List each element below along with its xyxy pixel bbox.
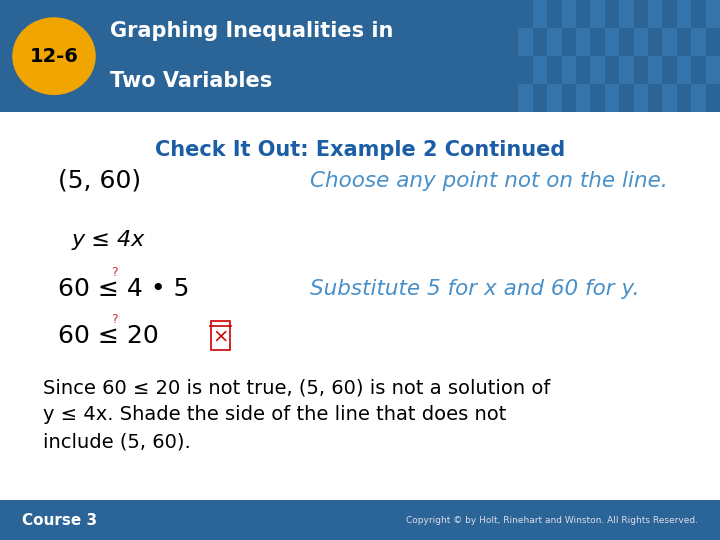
Bar [590, 56, 605, 84]
Bar [590, 84, 605, 112]
Bar [677, 56, 691, 84]
Bar [691, 84, 706, 112]
Bar [605, 84, 619, 112]
Bar [590, 28, 605, 56]
Text: Graphing Inequalities in: Graphing Inequalities in [110, 22, 394, 42]
Bar [634, 84, 648, 112]
Bar [677, 0, 691, 28]
Bar [648, 84, 662, 112]
Bar [605, 28, 619, 56]
Text: Course 3: Course 3 [22, 512, 96, 528]
Text: (5, 60): (5, 60) [58, 169, 140, 193]
Bar [562, 0, 576, 28]
Text: Copyright © by Holt, Rinehart and Winston. All Rights Reserved.: Copyright © by Holt, Rinehart and Winsto… [406, 516, 698, 524]
Bar [562, 56, 576, 84]
Bar [518, 28, 533, 56]
Bar [547, 0, 562, 28]
Bar [706, 84, 720, 112]
Bar [662, 0, 677, 28]
Bar [533, 0, 547, 28]
Bar [677, 28, 691, 56]
Bar [0, 0, 720, 112]
Bar [648, 28, 662, 56]
Bar [605, 56, 619, 84]
Bar [518, 0, 533, 28]
Bar [576, 56, 590, 84]
Bar [605, 0, 619, 28]
Bar [590, 0, 605, 28]
Bar [547, 56, 562, 84]
Text: Check It Out: Example 2 Continued: Check It Out: Example 2 Continued [155, 140, 565, 160]
Bar [533, 56, 547, 84]
Bar [619, 84, 634, 112]
Text: y ≤ 4x: y ≤ 4x [72, 230, 145, 251]
Bar [576, 84, 590, 112]
Bar [562, 28, 576, 56]
Bar [533, 84, 547, 112]
Bar [634, 56, 648, 84]
Bar [576, 0, 590, 28]
Bar [691, 56, 706, 84]
Bar [562, 84, 576, 112]
Bar [662, 84, 677, 112]
Bar [662, 28, 677, 56]
Bar [576, 28, 590, 56]
Bar [518, 84, 533, 112]
Bar [634, 0, 648, 28]
Ellipse shape [12, 17, 96, 95]
Bar [619, 0, 634, 28]
Bar [547, 28, 562, 56]
Bar [662, 56, 677, 84]
Bar [691, 0, 706, 28]
Text: Since 60 ≤ 20 is not true, (5, 60) is not a solution of
y ≤ 4x. Shade the side o: Since 60 ≤ 20 is not true, (5, 60) is no… [43, 378, 551, 451]
Bar [648, 0, 662, 28]
Bar [518, 56, 533, 84]
Text: Choose any point not on the line.: Choose any point not on the line. [310, 171, 667, 191]
Text: 12-6: 12-6 [30, 46, 78, 66]
Text: ?: ? [112, 266, 118, 279]
Text: 60 ≤ 20: 60 ≤ 20 [58, 324, 158, 348]
Bar [619, 28, 634, 56]
Bar [634, 28, 648, 56]
Text: Two Variables: Two Variables [110, 71, 272, 91]
Bar [691, 28, 706, 56]
Text: ⨯: ⨯ [212, 326, 229, 346]
Bar [547, 84, 562, 112]
Bar [0, 500, 720, 540]
Bar [677, 84, 691, 112]
Bar [533, 28, 547, 56]
Bar [619, 56, 634, 84]
Text: 60 ≤ 4 • 5: 60 ≤ 4 • 5 [58, 277, 189, 301]
Text: ?: ? [112, 313, 118, 326]
Bar [706, 0, 720, 28]
Bar [706, 28, 720, 56]
Bar [706, 56, 720, 84]
Text: Substitute 5 for x and 60 for y.: Substitute 5 for x and 60 for y. [310, 279, 639, 299]
Bar [648, 56, 662, 84]
